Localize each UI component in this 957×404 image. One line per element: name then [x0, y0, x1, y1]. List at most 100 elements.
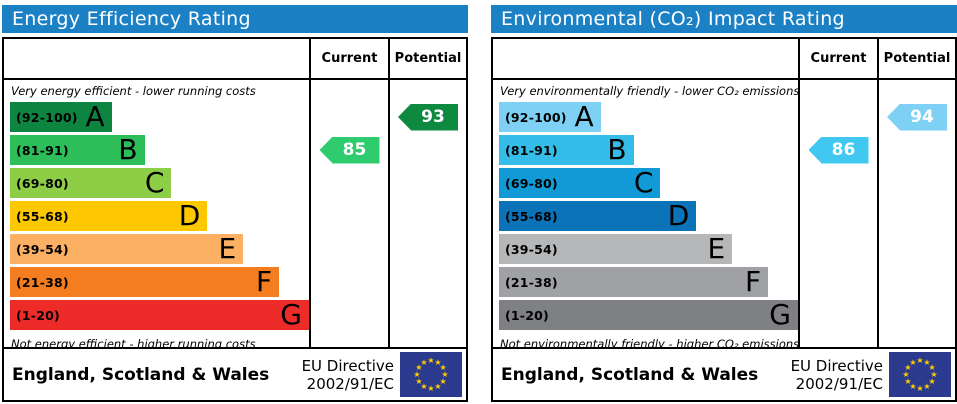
svg-text:★: ★: [923, 358, 930, 367]
band-range: (39-54): [16, 241, 69, 257]
band-range: (39-54): [505, 241, 558, 257]
svg-text:★: ★: [930, 370, 937, 379]
panel-title-environmental: Environmental (CO₂) Impact Rating: [491, 5, 957, 33]
region-label: England, Scotland & Wales: [12, 364, 270, 385]
band-row-c: (69-80) C: [10, 166, 172, 199]
band-letter: C: [633, 166, 654, 199]
svg-text:★: ★: [916, 384, 923, 393]
eu-directive-line2: 2002/91/EC: [306, 374, 394, 393]
eu-directive-line1: EU Directive: [301, 356, 394, 375]
current-rating-cell: 86: [798, 80, 877, 347]
band-letter: D: [178, 199, 201, 232]
band-row-f: (21-38) F: [10, 265, 280, 298]
current-rating-value: 86: [831, 140, 856, 160]
band-letter: A: [85, 100, 105, 133]
band-letter: B: [118, 133, 138, 166]
potential-column-header: Potential: [388, 39, 466, 80]
band-range: (21-38): [16, 274, 69, 290]
eu-directive-label: EU Directive 2002/91/EC: [791, 357, 889, 393]
band-letter: E: [218, 232, 237, 265]
bottom-note: Not environmentally friendly - higher CO…: [500, 337, 798, 347]
band-letter: G: [280, 298, 302, 331]
band-range: (81-91): [505, 142, 558, 158]
svg-text:★: ★: [929, 377, 936, 386]
svg-text:★: ★: [420, 358, 427, 367]
band-range: (69-80): [16, 175, 69, 191]
svg-text:★: ★: [909, 358, 916, 367]
band-range: (55-68): [505, 208, 558, 224]
svg-text:★: ★: [909, 382, 916, 391]
potential-rating-value: 93: [421, 107, 445, 127]
potential-rating-arrow: 94: [887, 103, 947, 131]
energy-efficiency-panel: Energy Efficiency Rating Current Potenti…: [2, 5, 468, 402]
svg-text:★: ★: [427, 356, 434, 365]
band-row-g: (1-20) G: [10, 300, 309, 330]
environmental-impact-panel: Environmental (CO₂) Impact Rating Curren…: [491, 5, 957, 402]
current-rating-arrow: 86: [808, 136, 869, 164]
current-column-header: Current: [798, 39, 877, 80]
bands-list: (92-100) A (81-91) B (69-80) C (55-68) D: [493, 102, 798, 330]
band-letter: B: [607, 133, 627, 166]
svg-text:★: ★: [904, 377, 911, 386]
band-range: (21-38): [505, 274, 558, 290]
band-letter: F: [255, 265, 273, 298]
band-row-d: (55-68) D: [10, 199, 208, 232]
band-row-b: (81-91) B: [10, 135, 145, 165]
eu-flag-icon: ★ ★★ ★★★ ★★★ ★★★: [889, 352, 951, 397]
header-spacer: [493, 39, 798, 80]
svg-text:★: ★: [413, 370, 420, 379]
band-letter: C: [144, 166, 165, 199]
band-row-d: (55-68) D: [499, 201, 697, 231]
energy-rating-table: Current Potential Very energy efficient …: [2, 37, 468, 402]
environmental-rating-table: Current Potential Very environmentally f…: [491, 37, 957, 402]
eu-directive-line1: EU Directive: [790, 356, 883, 375]
eu-directive-line2: 2002/91/EC: [795, 374, 883, 393]
band-row-e: (39-54) E: [499, 232, 733, 265]
current-rating-arrow: 85: [319, 136, 380, 164]
band-letter: F: [744, 265, 762, 298]
eu-directive-label: EU Directive 2002/91/EC: [302, 357, 400, 393]
panel-title-energy: Energy Efficiency Rating: [2, 5, 468, 33]
potential-rating-cell: 94: [877, 80, 955, 347]
eu-flag-icon: ★ ★★ ★★★ ★★★ ★★★: [400, 352, 462, 397]
svg-text:★: ★: [427, 384, 434, 393]
svg-text:★: ★: [434, 358, 441, 367]
panel-footer: England, Scotland & Wales EU Directive 2…: [493, 347, 955, 400]
svg-text:★: ★: [434, 382, 441, 391]
panel-footer: England, Scotland & Wales EU Directive 2…: [4, 347, 466, 400]
top-note: Very energy efficient - lower running co…: [11, 84, 256, 98]
bands-list: (92-100) A (81-91) B (69-80) C (55-68) D: [4, 102, 309, 330]
band-row-a: (92-100) A: [499, 102, 601, 132]
band-range: (69-80): [505, 175, 558, 191]
region-label: England, Scotland & Wales: [501, 364, 759, 385]
svg-text:★: ★: [923, 382, 930, 391]
band-range: (55-68): [16, 208, 69, 224]
svg-text:★: ★: [904, 363, 911, 372]
svg-text:★: ★: [415, 377, 422, 386]
svg-text:★: ★: [420, 382, 427, 391]
band-range: (1-20): [16, 307, 60, 323]
svg-text:★: ★: [929, 363, 936, 372]
potential-rating-value: 94: [910, 107, 934, 127]
band-range: (81-91): [16, 142, 69, 158]
band-range: (92-100): [505, 109, 567, 125]
potential-column-header: Potential: [877, 39, 955, 80]
band-range: (92-100): [16, 109, 78, 125]
band-row-a: (92-100) A: [10, 102, 112, 132]
rating-bands-area: Very energy efficient - lower running co…: [4, 80, 309, 347]
band-range: (1-20): [505, 307, 549, 323]
potential-rating-arrow: 93: [398, 103, 458, 131]
band-row-f: (21-38) F: [499, 265, 769, 298]
band-letter: E: [707, 232, 726, 265]
svg-text:★: ★: [916, 356, 923, 365]
svg-text:★: ★: [440, 377, 447, 386]
band-row-e: (39-54) E: [10, 232, 244, 265]
bottom-note: Not energy efficient - higher running co…: [11, 337, 256, 347]
band-row-g: (1-20) G: [499, 300, 798, 330]
svg-text:★: ★: [441, 370, 448, 379]
band-letter: A: [574, 100, 594, 133]
header-spacer: [4, 39, 309, 80]
band-row-b: (81-91) B: [499, 135, 634, 165]
band-row-c: (69-80) C: [499, 166, 661, 199]
